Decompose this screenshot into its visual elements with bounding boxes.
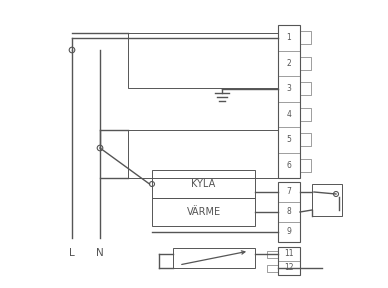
Text: 12: 12 — [284, 264, 294, 272]
Text: N: N — [96, 248, 104, 258]
Bar — [128, 33, 278, 88]
Text: 7: 7 — [287, 187, 291, 196]
Bar — [128, 130, 278, 178]
Text: 11: 11 — [284, 249, 294, 259]
Text: 3: 3 — [287, 84, 291, 93]
Bar — [267, 264, 278, 272]
Text: 2: 2 — [287, 59, 291, 68]
Text: L: L — [69, 248, 75, 258]
Bar — [300, 31, 311, 44]
Text: 5: 5 — [287, 135, 291, 144]
Bar — [278, 25, 300, 178]
Text: VÄRME: VÄRME — [187, 207, 220, 217]
Bar — [173, 248, 255, 268]
Bar — [152, 198, 255, 226]
Bar — [300, 133, 311, 146]
Text: 8: 8 — [287, 207, 291, 217]
Bar — [152, 170, 255, 198]
Bar — [300, 82, 311, 95]
Bar — [278, 182, 300, 242]
Bar — [312, 184, 342, 216]
Text: 6: 6 — [287, 161, 291, 170]
Bar — [267, 251, 278, 257]
Bar — [300, 159, 311, 172]
Bar — [278, 247, 300, 275]
Text: 9: 9 — [287, 228, 291, 236]
Text: KYLA: KYLA — [191, 179, 216, 189]
Text: 4: 4 — [287, 110, 291, 119]
Bar — [300, 108, 311, 121]
Text: 1: 1 — [287, 33, 291, 42]
Bar — [300, 57, 311, 70]
